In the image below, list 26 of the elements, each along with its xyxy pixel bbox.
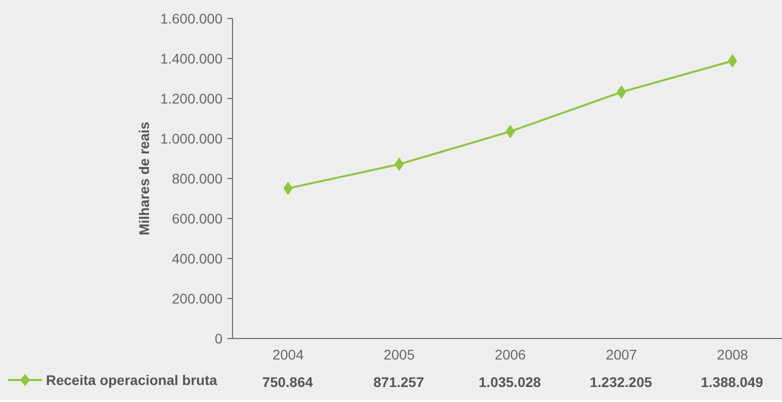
- x-tick-label: 2006: [494, 346, 526, 362]
- x-tick-label: 2004: [272, 346, 304, 362]
- data-label: 750.864: [262, 373, 313, 392]
- x-tick-label: 2005: [384, 346, 415, 362]
- y-tick-label: 0: [214, 330, 223, 346]
- y-tick-label: 1.200.000: [160, 90, 223, 106]
- y-tick-label: 800.000: [172, 170, 223, 186]
- y-tick-label: 600.000: [172, 210, 223, 226]
- y-tick-label: 400.000: [172, 250, 223, 266]
- data-label: 1.232.205: [590, 373, 652, 392]
- y-tick-label: 200.000: [172, 290, 223, 306]
- point: [284, 182, 293, 195]
- y-tick-label: 1.000.000: [160, 130, 223, 146]
- legend-label: Receita operacional bruta: [46, 371, 218, 390]
- data-label: 1.388.049: [700, 373, 764, 392]
- legend: Receita operacional bruta: [8, 370, 218, 390]
- data-label: 1.035.028: [478, 373, 541, 392]
- point: [616, 86, 626, 99]
- x-tick-label: 2007: [606, 346, 638, 362]
- y-tick-label: 1.600.000: [160, 10, 223, 26]
- x-tick-label: 2008: [716, 346, 748, 362]
- data-label: 871.257: [373, 373, 424, 392]
- point: [506, 124, 515, 138]
- y-tick-label: 1.400.000: [160, 50, 223, 66]
- y-axis-title: Milhares de reais: [136, 121, 152, 236]
- point: [394, 158, 404, 171]
